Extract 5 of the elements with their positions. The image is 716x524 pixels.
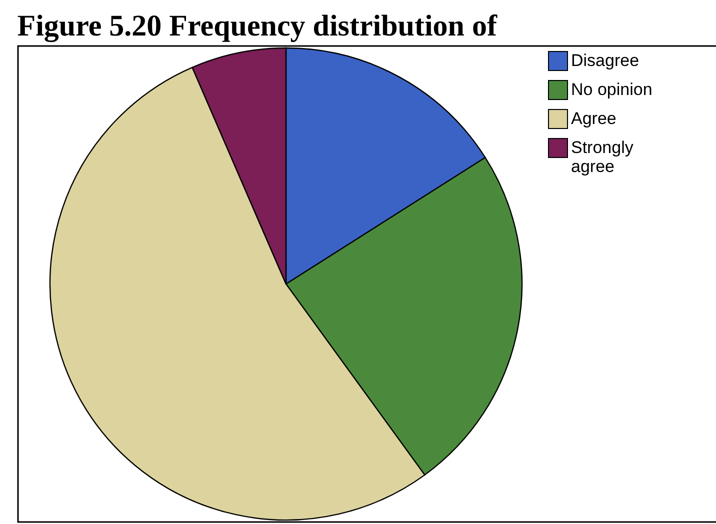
legend-label: Agree xyxy=(571,109,616,128)
legend-label: Disagree xyxy=(571,51,640,70)
legend-label: No opinion xyxy=(571,80,652,99)
chart-title: Figure 5.20 Frequency distribution of xyxy=(17,9,498,42)
legend-label: Strongly agree xyxy=(571,138,634,176)
